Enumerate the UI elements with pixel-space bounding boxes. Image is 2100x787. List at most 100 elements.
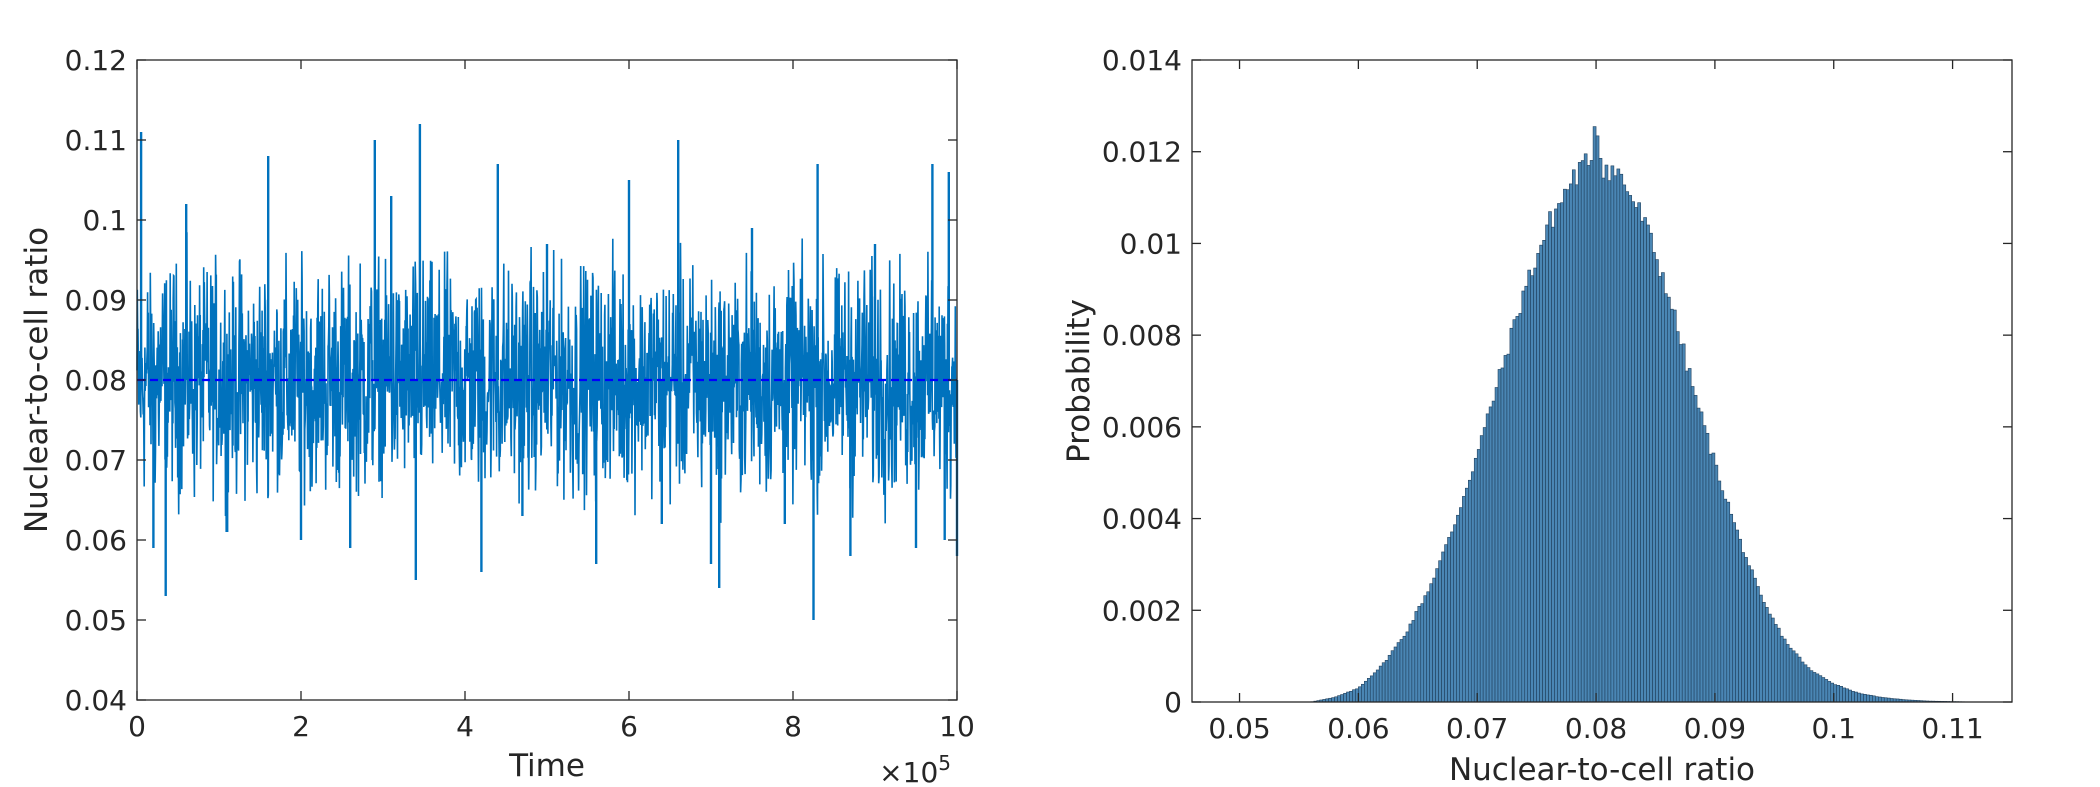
histogram-bar (1375, 669, 1380, 703)
histogram-bar (1494, 387, 1499, 703)
histogram-bar (1337, 695, 1341, 703)
histogram-ticks: 0.05 0.06 0.07 0.08 0.09 0.1 0.11 0 0.002 0.004 0.… (1102, 44, 2012, 745)
histogram-bars (1310, 126, 1977, 703)
histogram-bar (1527, 269, 1531, 703)
histogram-bar (1509, 327, 1514, 703)
histogram-bar (1741, 552, 1745, 703)
histogram-bar (1860, 693, 1864, 703)
histogram-bar (1372, 672, 1377, 703)
histogram-bar (1361, 683, 1365, 703)
histogram-bar (1818, 675, 1823, 703)
histogram-bar (1637, 202, 1641, 703)
histogram-bar (1768, 613, 1772, 703)
histogram-bar (1851, 691, 1855, 703)
histogram-bar (1554, 208, 1558, 703)
histogram-bar (1577, 162, 1582, 703)
histogram-bar (1405, 631, 1410, 703)
histogram-bar (1574, 184, 1579, 703)
histogram-bar (1655, 259, 1659, 703)
histogram-bar (1878, 696, 1882, 703)
y-tick-label: 0.002 (1102, 594, 1182, 627)
histogram-bar (1634, 207, 1638, 703)
histogram-bar (1598, 158, 1603, 703)
histogram-bar (1622, 184, 1627, 703)
histogram-bar (1681, 343, 1686, 703)
histogram-bar (1664, 293, 1668, 703)
histogram-bar (1649, 232, 1653, 703)
histogram-bar (1678, 344, 1683, 703)
histogram-bar (1456, 514, 1460, 703)
x-tick-label: 0.05 (1208, 712, 1270, 745)
histogram-bar (1661, 272, 1665, 703)
x-tick-label: 0.06 (1327, 712, 1389, 745)
histogram-bar (1417, 606, 1422, 703)
x-tick-label: 4 (456, 710, 474, 743)
histogram-bar (1441, 551, 1445, 703)
histogram-bar (1435, 568, 1439, 703)
histogram-bar (1857, 692, 1861, 703)
histogram-bar (1839, 686, 1843, 703)
histogram-bar (1806, 667, 1811, 703)
histogram-bar (1545, 224, 1549, 703)
histogram-bar (1485, 413, 1490, 703)
histogram-bar (1714, 464, 1719, 703)
histogram-bar (1542, 240, 1546, 703)
histogram-bar (1756, 586, 1760, 703)
y-tick-label: 0.07 (65, 444, 127, 477)
histogram-bar (1610, 165, 1615, 703)
histogram-bar (1869, 694, 1873, 703)
histogram-bar (1875, 696, 1879, 703)
histogram-bar (1563, 188, 1567, 703)
time-series-x-axis-title: Time (508, 748, 585, 784)
histogram-bar (1497, 369, 1502, 703)
histogram-panel: 0.05 0.06 0.07 0.08 0.09 0.1 0.11 0 0.002 0.004 0.… (1061, 44, 2013, 787)
histogram-bar (1845, 688, 1849, 703)
histogram-bar (1423, 595, 1428, 703)
histogram-bar (1548, 211, 1552, 703)
histogram-bar (1667, 296, 1671, 703)
histogram-bar (1340, 694, 1344, 703)
x-tick-label: 10 (939, 710, 975, 743)
histogram-bar (1566, 189, 1570, 703)
histogram-bar (1759, 594, 1763, 703)
histogram-bar (1684, 370, 1689, 703)
histogram-bar (1848, 689, 1852, 703)
x-tick-label: 0.08 (1565, 712, 1627, 745)
histogram-bar (1476, 449, 1481, 703)
histogram-bar (1797, 656, 1802, 703)
histogram-bar (1658, 276, 1662, 703)
y-tick-label: 0.012 (1102, 136, 1182, 169)
x-tick-label: 0.11 (1921, 712, 1983, 745)
histogram-bar (1652, 252, 1656, 703)
x-tick-label: 6 (620, 710, 638, 743)
histogram-bar (1821, 677, 1826, 703)
histogram-bar (1815, 673, 1820, 703)
histogram-bar (1705, 432, 1710, 703)
histogram-bar (1384, 660, 1389, 703)
histogram-bar (1396, 642, 1401, 703)
histogram-bar (1750, 569, 1754, 703)
histogram-bar (1369, 675, 1374, 703)
histogram-bar (1560, 202, 1564, 703)
histogram-bar (1530, 275, 1534, 703)
histogram-bar (1791, 650, 1796, 703)
histogram-bar (1411, 620, 1416, 703)
histogram-bar (1735, 529, 1739, 703)
histogram-bar (1836, 685, 1840, 703)
histogram-bar (1524, 285, 1529, 703)
histogram-bar (1723, 498, 1728, 703)
histogram-bar (1628, 195, 1633, 703)
histogram-bar (1747, 565, 1751, 703)
x-axis-exponent-power: 5 (938, 751, 951, 775)
histogram-bar (1800, 661, 1805, 703)
histogram-bar (1872, 695, 1876, 703)
histogram-bar (1702, 425, 1707, 703)
histogram-bar (1390, 650, 1395, 703)
histogram-bar (1779, 635, 1784, 703)
histogram-bar (1482, 427, 1487, 703)
histogram-bar (1607, 180, 1612, 703)
histogram-bar (1366, 678, 1371, 703)
histogram-bar (1693, 395, 1698, 703)
histogram-bar (1453, 524, 1457, 703)
histogram-bar (1429, 583, 1433, 703)
